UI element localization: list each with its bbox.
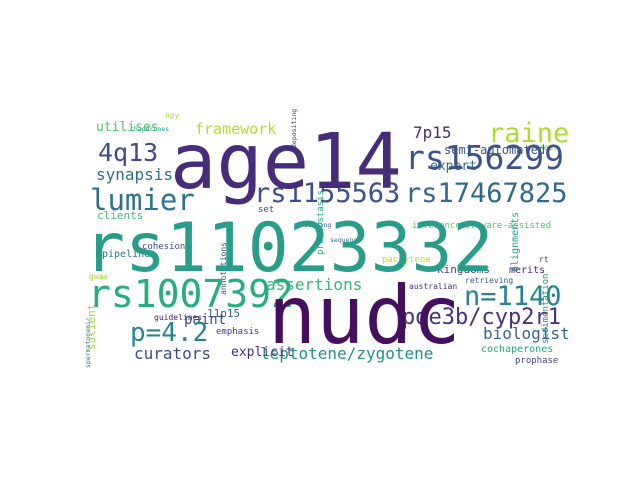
cloud-word: salient xyxy=(85,304,98,350)
cloud-word: n=1140 xyxy=(464,281,562,312)
cloud-word: curators xyxy=(134,344,211,363)
cloud-word: inferences xyxy=(412,221,466,231)
cloud-word: chaperones xyxy=(130,125,169,133)
cloud-word: proteostasis xyxy=(316,190,326,255)
cloud-word: lumier xyxy=(90,183,195,217)
cloud-word: semi-automated xyxy=(444,143,545,157)
cloud-word: rt xyxy=(539,255,549,264)
cloud-word: trees xyxy=(534,143,558,152)
cloud-word: pipeline xyxy=(102,249,150,260)
cloud-background xyxy=(80,108,560,366)
cloud-word: sedimentation xyxy=(541,274,551,344)
cloud-word: 7p15 xyxy=(413,123,452,142)
cloud-word: p=4.2 xyxy=(130,318,208,348)
cloud-word: rs156299 xyxy=(405,138,564,177)
small-words: depositing building spermatogenic chaper… xyxy=(84,109,558,368)
cloud-word: annotations xyxy=(219,242,228,295)
cloud-word: leptotene/zygotene xyxy=(260,344,433,363)
cloud-word: rs17467825 xyxy=(405,178,568,209)
cloud-word: utilises xyxy=(96,120,159,135)
cloud-word: rs11023332 xyxy=(84,209,493,288)
cloud-word: software-assisted xyxy=(459,221,551,231)
cloud-word: gwas xyxy=(89,272,108,281)
cloud-word: raine xyxy=(488,118,569,149)
cloud-word: 11p15 xyxy=(207,307,240,320)
cloud-word: retrieving xyxy=(465,276,513,285)
cloud-word: depositing xyxy=(290,109,298,148)
cloud-word: npy xyxy=(165,111,180,120)
cloud-word: assertions xyxy=(266,275,362,294)
cloud-word: prophase xyxy=(515,356,558,366)
cloud-word: set xyxy=(258,205,274,215)
cloud-word: cochaperones xyxy=(481,344,553,355)
cloud-word: 4q13 xyxy=(98,138,158,167)
cloud-word: pachytene xyxy=(382,255,431,265)
cloud-word: spermatogenic xyxy=(84,317,92,368)
cloud-word: clients xyxy=(97,209,143,222)
cloud-word: rs1007392 xyxy=(88,272,294,316)
cloud-word: rs1155563 xyxy=(254,178,400,209)
cloud-word: emphasis xyxy=(216,327,259,337)
cloud-word: guidelines xyxy=(154,313,202,322)
cloud-word: cohesion xyxy=(142,242,185,252)
cloud-word: alignments xyxy=(510,212,521,272)
cloud-word: framework xyxy=(195,120,276,138)
cloud-word: expert xyxy=(430,159,477,174)
cloud-word: biologist xyxy=(483,324,570,343)
cloud-word: age14 xyxy=(170,118,402,207)
cloud-word: explicit xyxy=(231,345,294,360)
cloud-word: kingdoms xyxy=(437,263,490,276)
cloud-word: sequence xyxy=(330,236,361,244)
cloud-word: nudc xyxy=(268,269,461,362)
cloud-word: synapsis xyxy=(96,165,173,184)
cloud-word: pde3b/cyp2r1 xyxy=(402,305,561,330)
cloud-word: paint xyxy=(184,312,226,328)
cloud-word: merits xyxy=(509,265,545,276)
cloud-word: building xyxy=(300,221,331,229)
cloud-word: australian xyxy=(409,282,457,291)
